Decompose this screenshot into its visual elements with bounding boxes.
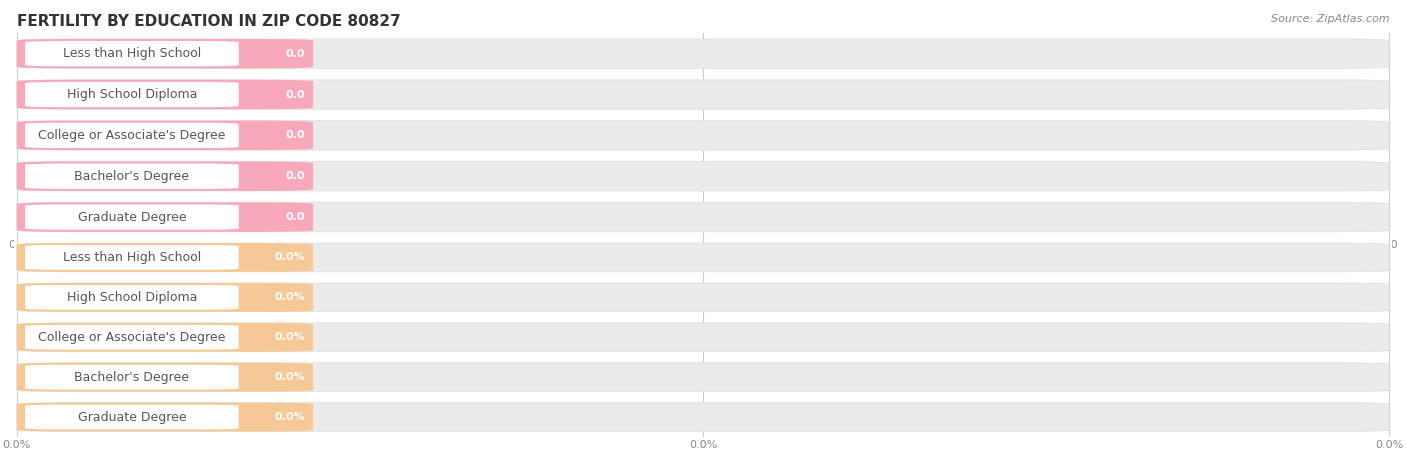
FancyBboxPatch shape <box>17 202 314 232</box>
FancyBboxPatch shape <box>17 80 314 109</box>
Text: High School Diploma: High School Diploma <box>66 291 197 304</box>
FancyBboxPatch shape <box>17 283 314 312</box>
FancyBboxPatch shape <box>25 163 239 189</box>
FancyBboxPatch shape <box>17 243 1389 272</box>
Text: 0.0%: 0.0% <box>274 292 305 303</box>
FancyBboxPatch shape <box>17 243 314 272</box>
Text: Less than High School: Less than High School <box>63 251 201 264</box>
FancyBboxPatch shape <box>17 323 314 352</box>
FancyBboxPatch shape <box>17 323 1389 352</box>
Text: 0.0%: 0.0% <box>274 412 305 422</box>
FancyBboxPatch shape <box>25 82 239 107</box>
FancyBboxPatch shape <box>25 41 239 66</box>
FancyBboxPatch shape <box>17 403 1389 431</box>
Text: Bachelor's Degree: Bachelor's Degree <box>75 170 190 183</box>
FancyBboxPatch shape <box>17 39 1389 68</box>
Text: Graduate Degree: Graduate Degree <box>77 210 186 224</box>
Text: Less than High School: Less than High School <box>63 47 201 60</box>
Text: 0.0%: 0.0% <box>274 332 305 342</box>
FancyBboxPatch shape <box>17 162 1389 191</box>
Text: Bachelor's Degree: Bachelor's Degree <box>75 370 190 384</box>
Text: 0.0%: 0.0% <box>274 252 305 263</box>
FancyBboxPatch shape <box>25 245 239 270</box>
FancyBboxPatch shape <box>17 121 1389 150</box>
FancyBboxPatch shape <box>17 80 1389 109</box>
FancyBboxPatch shape <box>17 403 314 431</box>
FancyBboxPatch shape <box>17 363 314 391</box>
Text: 0.0: 0.0 <box>285 212 305 222</box>
FancyBboxPatch shape <box>17 162 314 191</box>
Text: College or Associate's Degree: College or Associate's Degree <box>38 129 225 142</box>
FancyBboxPatch shape <box>25 285 239 310</box>
Text: College or Associate's Degree: College or Associate's Degree <box>38 331 225 344</box>
FancyBboxPatch shape <box>25 325 239 350</box>
Text: Source: ZipAtlas.com: Source: ZipAtlas.com <box>1271 14 1389 24</box>
Text: Graduate Degree: Graduate Degree <box>77 410 186 424</box>
FancyBboxPatch shape <box>17 363 1389 391</box>
Text: High School Diploma: High School Diploma <box>66 88 197 101</box>
Text: FERTILITY BY EDUCATION IN ZIP CODE 80827: FERTILITY BY EDUCATION IN ZIP CODE 80827 <box>17 14 401 29</box>
Text: 0.0: 0.0 <box>285 48 305 59</box>
FancyBboxPatch shape <box>17 202 1389 232</box>
FancyBboxPatch shape <box>17 121 314 150</box>
FancyBboxPatch shape <box>17 283 1389 312</box>
Text: 0.0: 0.0 <box>285 171 305 181</box>
FancyBboxPatch shape <box>25 365 239 390</box>
FancyBboxPatch shape <box>25 204 239 230</box>
Text: 0.0%: 0.0% <box>274 372 305 382</box>
Text: 0.0: 0.0 <box>285 89 305 100</box>
FancyBboxPatch shape <box>25 123 239 148</box>
FancyBboxPatch shape <box>25 405 239 429</box>
Text: 0.0: 0.0 <box>285 130 305 141</box>
FancyBboxPatch shape <box>17 39 314 68</box>
